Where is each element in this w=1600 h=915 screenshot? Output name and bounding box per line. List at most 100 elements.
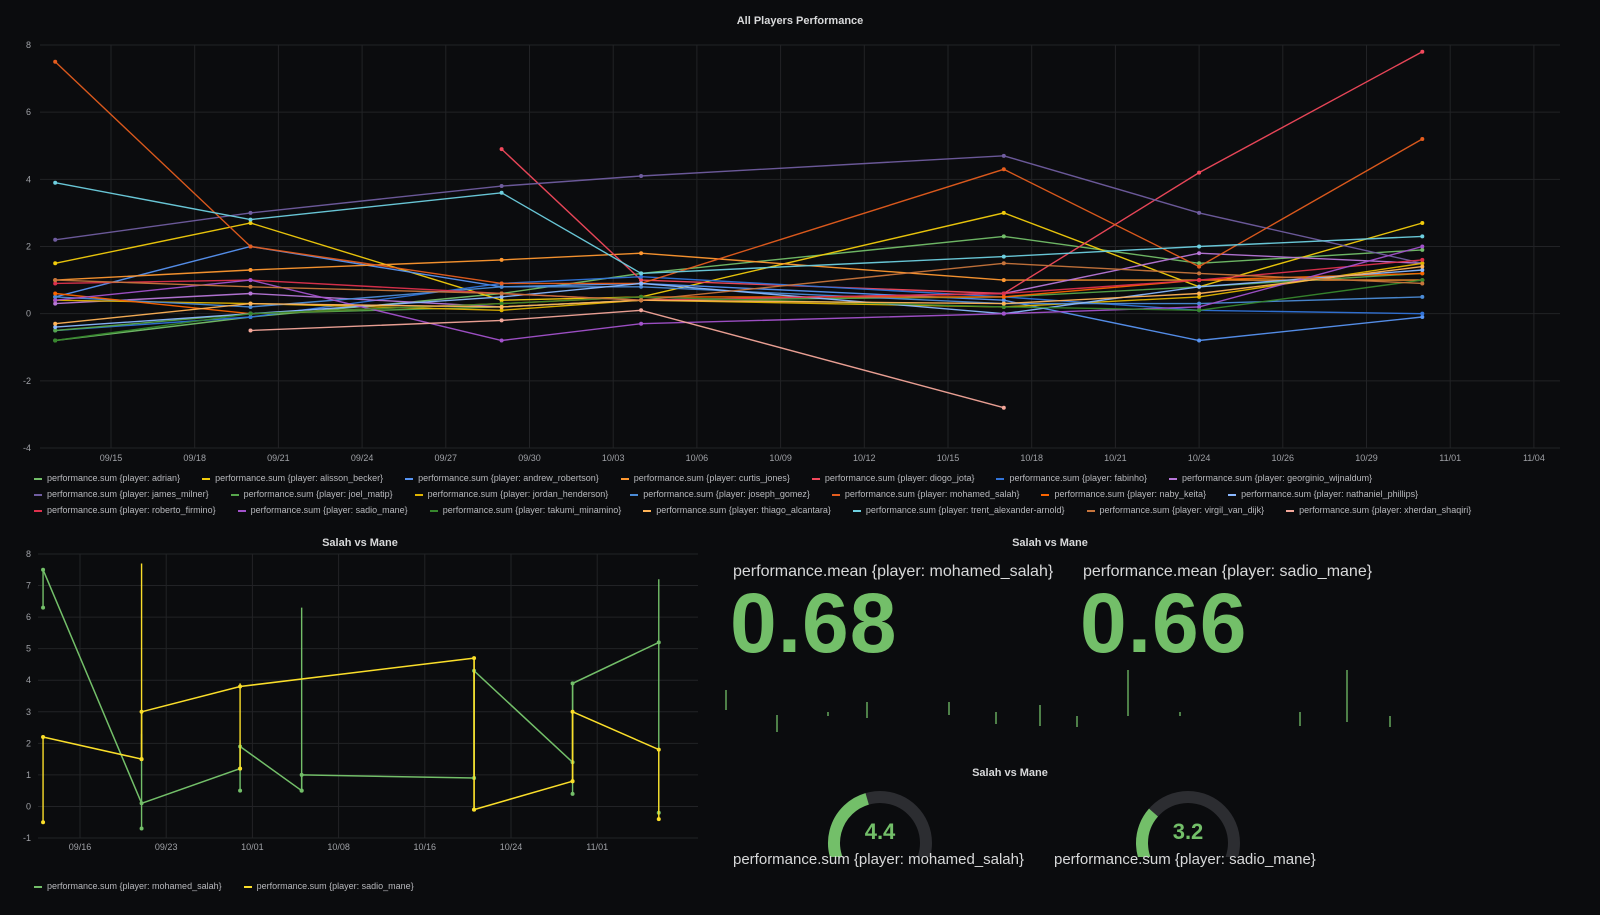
data-point: [472, 807, 477, 812]
legend-label: performance.sum {player: joseph_gomez}: [643, 489, 810, 499]
legend-label: performance.sum {player: virgil_van_dijk…: [1099, 505, 1265, 515]
legend-item[interactable]: performance.sum {player: adrian}: [34, 470, 180, 486]
data-point: [499, 257, 504, 262]
x-tick-label: 11/01: [586, 842, 608, 852]
panel-title[interactable]: Salah vs Mane: [322, 537, 398, 549]
legend-item[interactable]: performance.sum {player: jordan_henderso…: [414, 486, 608, 502]
legend-item[interactable]: performance.sum {player: mohamed_salah}: [34, 878, 222, 894]
y-tick-label: 6: [26, 612, 31, 622]
data-point: [656, 747, 661, 752]
panel-title[interactable]: All Players Performance: [736, 15, 864, 27]
all-players-panel: All Players Performance 8 6 4 2 0 -2 -4 09/15 09…: [0, 0, 1600, 518]
salah-vs-mane-chart[interactable]: 8 7 6 5 4 3 2 1 0 -1 09/16 09/23 10/01 10/08 10/16 10/2…: [0, 525, 710, 875]
legend-swatch: [1228, 493, 1237, 496]
legend-item[interactable]: performance.sum {player: naby_keita}: [1041, 486, 1206, 502]
data-point: [53, 281, 58, 286]
data-point: [248, 278, 253, 283]
x-tick-label: 09/30: [518, 453, 541, 463]
legend-item[interactable]: performance.sum {player: andrew_robertso…: [405, 470, 599, 486]
legend-item[interactable]: performance.sum {player: roberto_firmino…: [34, 502, 216, 518]
legend-item[interactable]: performance.sum {player: takumi_minamino…: [429, 502, 622, 518]
legend-item[interactable]: performance.sum {player: diogo_jota}: [811, 470, 975, 486]
legend-swatch: [34, 493, 42, 496]
legend-item[interactable]: performance.sum {player: alisson_becker}: [202, 470, 383, 486]
data-point: [1420, 220, 1425, 225]
legend-item[interactable]: performance.sum {player: trent_alexander…: [852, 502, 1065, 518]
legend-swatch: [630, 493, 639, 496]
gauge-fill: [1136, 808, 1159, 857]
data-point: [238, 788, 243, 793]
data-point: [299, 788, 304, 793]
legend-item[interactable]: performance.sum {player: virgil_van_dijk…: [1086, 502, 1265, 518]
legend-swatch: [34, 477, 42, 480]
data-point: [1197, 170, 1202, 175]
legend-item[interactable]: performance.sum {player: sadio_mane}: [243, 878, 414, 894]
x-tick-label: 10/03: [602, 453, 625, 463]
data-point: [238, 766, 243, 771]
data-point: [53, 278, 58, 283]
legend-item[interactable]: performance.sum {player: mohamed_salah}: [831, 486, 1020, 502]
data-point: [53, 291, 58, 296]
panel-title[interactable]: Salah vs Mane: [972, 767, 1048, 779]
legend-item[interactable]: performance.sum {player: sadio_mane}: [237, 502, 408, 518]
gauge-salah: [828, 791, 932, 857]
data-point: [499, 301, 504, 306]
data-point: [139, 757, 144, 762]
y-tick-label: 5: [26, 644, 31, 654]
data-point: [248, 244, 253, 249]
y-tick-label: -2: [23, 376, 31, 386]
gauge-label-salah: performance.sum {player: mohamed_salah}: [733, 851, 1024, 868]
panel-title[interactable]: Salah vs Mane: [1012, 537, 1088, 549]
legend-item[interactable]: performance.sum {player: xherdan_shaqiri…: [1286, 502, 1471, 518]
all-players-legend: performance.sum {player: adrian} performa…: [34, 470, 1564, 518]
legend-label: performance.sum {player: sadio_mane}: [250, 505, 408, 515]
data-point: [53, 59, 58, 64]
series-line-xherdan_shaqiri: [250, 309, 1004, 409]
y-tick-label: 1: [26, 770, 31, 780]
data-point: [499, 294, 504, 299]
legend-item[interactable]: performance.sum {player: james_milner}: [34, 486, 209, 502]
legend-label: performance.sum {player: mohamed_salah}: [844, 489, 1020, 499]
data-point: [499, 281, 504, 286]
all-players-chart[interactable]: 8 6 4 2 0 -2 -4 09/15 09/18 09/21 09/24 09/27 09/30 1…: [0, 0, 1600, 470]
x-tick-label: 11/01: [1439, 453, 1461, 463]
x-tick-label: 10/26: [1272, 453, 1295, 463]
data-point: [41, 605, 46, 610]
data-point: [1420, 244, 1425, 249]
data-point: [1420, 247, 1425, 252]
legend-item[interactable]: performance.sum {player: joseph_gomez}: [630, 486, 810, 502]
gauge-value-mane: 3.2: [1172, 819, 1204, 844]
data-point: [639, 251, 644, 256]
data-point: [41, 820, 46, 825]
legend-item[interactable]: performance.sum {player: fabinho}: [996, 470, 1147, 486]
legend-label: performance.sum {player: diogo_jota}: [824, 473, 975, 483]
data-point: [1197, 271, 1202, 276]
y-tick-label: 4: [26, 675, 31, 685]
y-tick-label: 4: [26, 174, 31, 184]
data-point: [1420, 268, 1425, 273]
legend-item[interactable]: performance.sum {player: nathaniel_phill…: [1228, 486, 1418, 502]
y-tick-label: 0: [26, 309, 31, 319]
legend-item[interactable]: performance.sum {player: joel_matip}: [230, 486, 393, 502]
series-line-mohamed_salah: [42, 569, 660, 805]
data-point: [248, 315, 253, 320]
data-point: [499, 147, 504, 152]
salah-vs-mane-stat-panel: Salah vs Mane performance.mean {player: …: [720, 525, 1600, 755]
data-point: [1001, 311, 1006, 316]
legend-label: performance.sum {player: james_milner}: [47, 489, 209, 499]
salah-vs-mane-graph-panel: Salah vs Mane 8 7 6 5 4 3 2 1 0 -1 09/16 09/23 10/01…: [0, 525, 710, 915]
legend-swatch: [1286, 509, 1295, 512]
legend-label: performance.sum {player: georginio_wijna…: [1182, 473, 1373, 483]
data-point: [248, 328, 253, 333]
data-point: [1420, 234, 1425, 239]
data-point: [639, 308, 644, 313]
x-tick-label: 10/01: [241, 842, 264, 852]
legend-item[interactable]: performance.sum {player: georginio_wijna…: [1169, 470, 1372, 486]
legend-item[interactable]: performance.sum {player: curtis_jones}: [620, 470, 790, 486]
data-point: [41, 567, 46, 572]
stat-value-salah: 0.68: [730, 576, 898, 670]
x-tick-label: 10/24: [500, 842, 523, 852]
data-point: [1001, 261, 1006, 266]
legend-label: performance.sum {player: takumi_minamino…: [442, 505, 622, 515]
legend-item[interactable]: performance.sum {player: thiago_alcantar…: [643, 502, 831, 518]
